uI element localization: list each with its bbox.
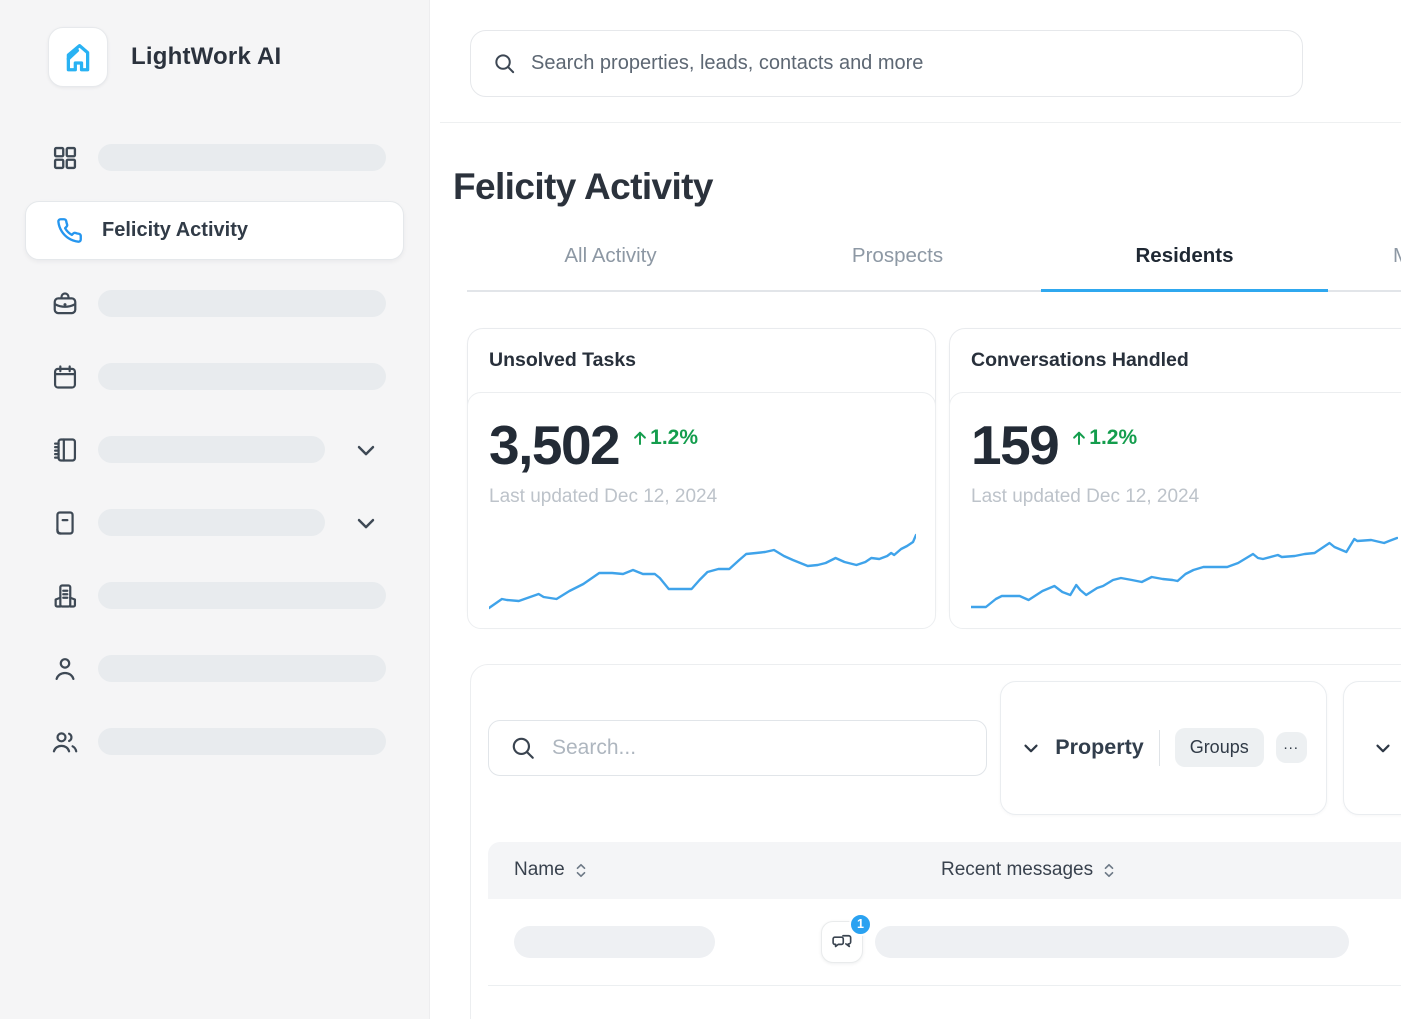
tab-all-activity[interactable]: All Activity [564, 243, 657, 267]
name-placeholder-bar [514, 925, 715, 958]
property-dropdown[interactable]: Property [1055, 735, 1144, 760]
chat-bubbles-icon [831, 930, 854, 953]
users-icon [50, 727, 80, 757]
nav-placeholder-bar [98, 728, 386, 755]
global-search-input[interactable] [531, 52, 1302, 75]
stat-card-body: 159 1.2% Last updated Dec 12, 2024 [949, 391, 1401, 629]
unread-count-badge: 1 [849, 912, 872, 936]
chevron-down-icon[interactable] [1020, 737, 1042, 759]
sort-icon [574, 863, 588, 878]
sidebar-item-3[interactable] [0, 340, 429, 413]
tab-bar: All Activity Prospects Residents M [467, 244, 1401, 292]
residents-panel: Property Groups ... Name [470, 663, 1401, 1019]
stat-value: 159 [971, 413, 1060, 476]
user-icon [50, 654, 80, 684]
stat-card-title: Conversations Handled [971, 348, 1189, 371]
nav-placeholder-bar [98, 363, 386, 390]
tab-prospects[interactable]: Prospects [851, 243, 944, 267]
nav-placeholder-bar [98, 582, 386, 609]
table-row[interactable]: 1 [488, 899, 1401, 986]
stat-delta: 1.2% [631, 426, 698, 450]
residents-table: Name Recent messages [488, 841, 1401, 986]
arrow-up-icon [1073, 431, 1086, 445]
grid-icon [50, 143, 80, 173]
house-icon [61, 40, 95, 74]
nav-placeholder-bar [98, 509, 325, 536]
table-search-input[interactable] [552, 735, 986, 760]
phone-icon [54, 216, 84, 246]
sort-icon [1102, 863, 1116, 878]
stat-updated: Last updated Dec 12, 2024 [489, 485, 718, 507]
stat-cards-row: Unsolved Tasks 3,502 1.2% Last updated D… [467, 327, 1401, 629]
brand-name: LightWork AI [131, 43, 282, 70]
sidebar-item-felicity-activity: Felicity Activity [0, 194, 429, 267]
table-search[interactable] [488, 719, 987, 776]
messages-button[interactable]: 1 [821, 912, 872, 963]
nav-placeholder-bar [98, 290, 386, 317]
search-icon [493, 52, 516, 75]
sparkline-chart [971, 533, 1398, 613]
chevron-down-icon[interactable] [352, 509, 380, 537]
topbar [430, 0, 1401, 97]
tab-next-clipped[interactable]: M [1328, 244, 1401, 290]
nav-placeholder-bar [98, 436, 325, 463]
sidebar-item-label: Felicity Activity [102, 219, 248, 241]
brand: LightWork AI [0, 0, 429, 87]
brand-logo[interactable] [48, 27, 108, 87]
topbar-divider [440, 122, 1401, 123]
vertical-divider [1158, 729, 1160, 766]
tab-residents[interactable]: Residents [1041, 244, 1328, 292]
sidebar-item-5[interactable] [0, 486, 429, 559]
calendar-icon [50, 362, 80, 392]
sidebar-item-2[interactable] [0, 267, 429, 340]
collapsed-filter-panel[interactable] [1343, 680, 1401, 815]
main-content: Felicity Activity All Activity Prospects… [430, 0, 1401, 1019]
sidebar-item-6[interactable] [0, 559, 429, 632]
search-icon [510, 735, 536, 761]
chevron-down-icon [1372, 737, 1394, 759]
stat-updated: Last updated Dec 12, 2024 [971, 485, 1200, 507]
nav-placeholder-bar [98, 144, 386, 171]
page-title: Felicity Activity [453, 166, 713, 207]
sidebar-item-7[interactable] [0, 632, 429, 705]
table-header-row: Name Recent messages [488, 841, 1401, 899]
stat-value: 3,502 [489, 413, 621, 476]
sidebar-nav: Felicity Activity [0, 121, 429, 778]
message-placeholder-bar [875, 925, 1349, 958]
building-icon [50, 581, 80, 611]
stat-card-unsolved-tasks: Unsolved Tasks 3,502 1.2% Last updated D… [467, 327, 936, 629]
sidebar-item-4[interactable] [0, 413, 429, 486]
groups-button[interactable]: Groups [1174, 728, 1264, 768]
chevron-down-icon[interactable] [352, 436, 380, 464]
notebook-icon [50, 435, 80, 465]
stat-card-body: 3,502 1.2% Last updated Dec 12, 2024 [467, 391, 936, 629]
briefcase-icon [50, 289, 80, 319]
sidebar-item-felicity-activity-card[interactable]: Felicity Activity [25, 201, 404, 260]
sidebar-item-8[interactable] [0, 705, 429, 778]
column-header-recent-messages[interactable]: Recent messages [941, 859, 1116, 881]
book-icon [50, 508, 80, 538]
stat-card-title: Unsolved Tasks [489, 348, 637, 371]
nav-placeholder-bar [98, 655, 386, 682]
property-filter-panel: Property Groups ... [1000, 680, 1327, 815]
global-search[interactable] [470, 30, 1303, 97]
more-options-button[interactable]: ... [1275, 732, 1307, 764]
arrow-up-icon [634, 431, 646, 445]
sidebar: LightWork AI Felicity Activity [0, 0, 430, 1019]
stat-card-conversations-handled: Conversations Handled 159 1.2% Last upda… [949, 327, 1401, 629]
column-header-name[interactable]: Name [488, 859, 941, 881]
panel-toolbar: Property Groups ... [488, 680, 1401, 815]
sparkline-chart [489, 533, 916, 613]
sidebar-item-1[interactable] [0, 121, 429, 194]
stat-delta: 1.2% [1070, 426, 1137, 450]
